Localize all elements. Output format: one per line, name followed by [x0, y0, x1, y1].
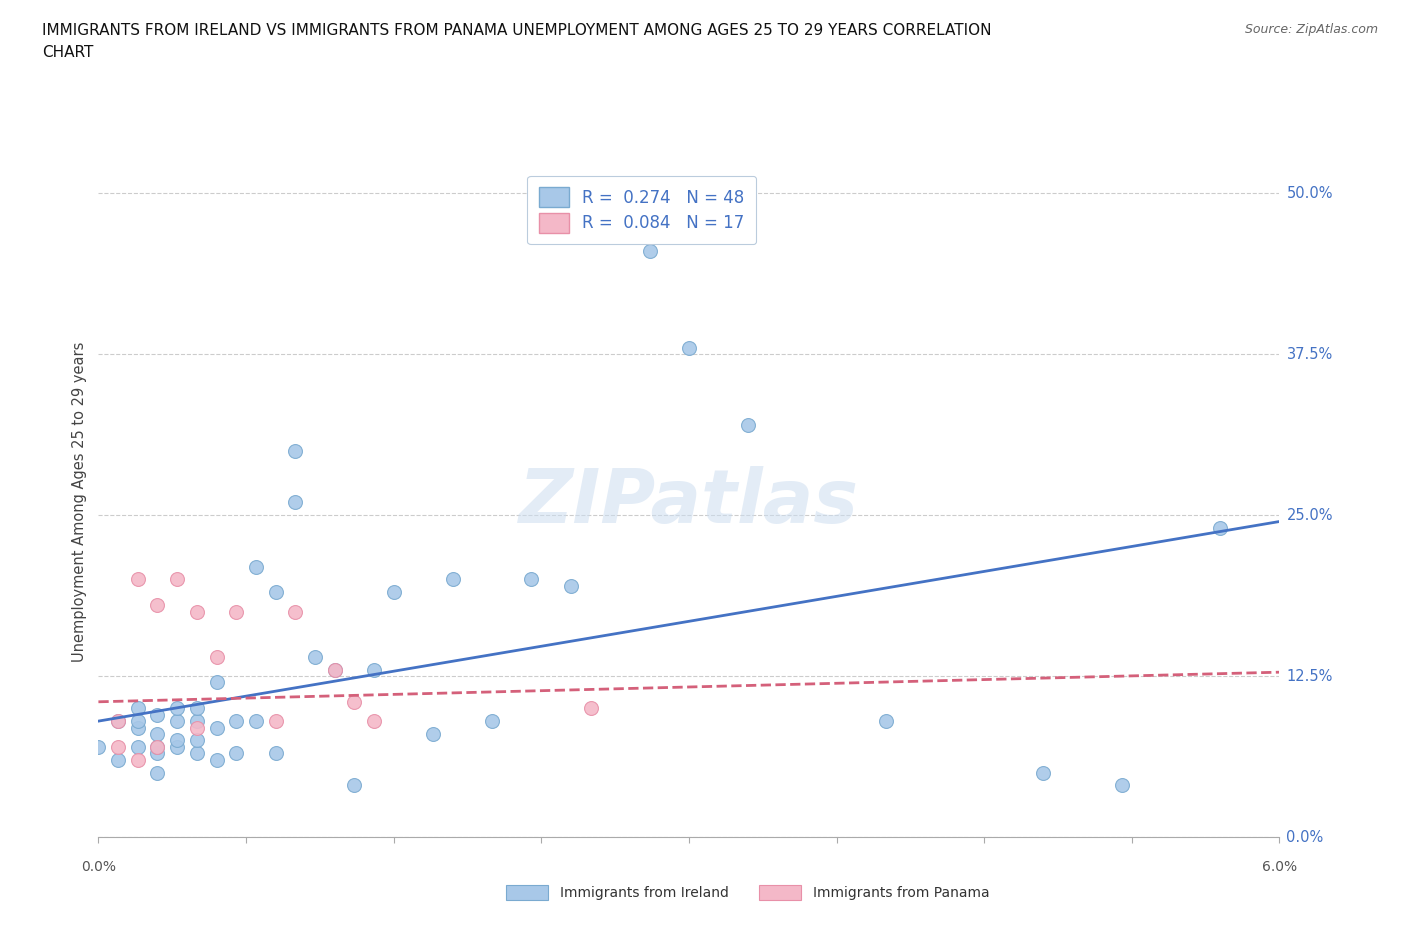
Point — [127, 572, 149, 587]
Point — [323, 662, 346, 677]
Point — [205, 720, 228, 735]
Legend: R =  0.274   N = 48, R =  0.084   N = 17: R = 0.274 N = 48, R = 0.084 N = 17 — [527, 176, 756, 245]
Point — [875, 713, 897, 728]
Point — [166, 572, 188, 587]
Point — [205, 675, 228, 690]
Point — [107, 713, 129, 728]
Point — [638, 244, 661, 259]
Point — [127, 739, 149, 754]
Point — [127, 701, 149, 716]
Point — [146, 739, 169, 754]
Point — [146, 765, 169, 780]
Point — [304, 649, 326, 664]
Point — [146, 739, 169, 754]
Point — [225, 713, 247, 728]
Point — [166, 733, 188, 748]
Point — [264, 746, 287, 761]
Y-axis label: Unemployment Among Ages 25 to 29 years: Unemployment Among Ages 25 to 29 years — [72, 342, 87, 662]
Point — [127, 720, 149, 735]
Point — [186, 701, 208, 716]
Point — [107, 752, 129, 767]
Text: CHART: CHART — [42, 45, 94, 60]
Text: 6.0%: 6.0% — [1263, 860, 1296, 874]
Text: Immigrants from Panama: Immigrants from Panama — [813, 885, 990, 900]
Point — [225, 746, 247, 761]
Point — [146, 746, 169, 761]
Text: Immigrants from Ireland: Immigrants from Ireland — [560, 885, 728, 900]
Point — [186, 720, 208, 735]
Point — [146, 726, 169, 741]
Point — [737, 418, 759, 432]
Point — [441, 572, 464, 587]
Text: 0.0%: 0.0% — [1286, 830, 1323, 844]
Point — [1111, 778, 1133, 793]
Point — [363, 662, 385, 677]
Point — [186, 746, 208, 761]
Point — [245, 713, 267, 728]
Point — [166, 701, 188, 716]
Point — [186, 604, 208, 619]
Point — [382, 585, 405, 600]
Point — [520, 572, 543, 587]
Point — [1032, 765, 1054, 780]
Text: 50.0%: 50.0% — [1286, 186, 1333, 201]
Point — [264, 713, 287, 728]
Point — [205, 649, 228, 664]
Point — [323, 662, 346, 677]
Point — [166, 713, 188, 728]
Point — [107, 739, 129, 754]
Point — [343, 695, 366, 710]
Point — [481, 713, 503, 728]
Text: 37.5%: 37.5% — [1286, 347, 1333, 362]
Text: 0.0%: 0.0% — [82, 860, 115, 874]
Point — [579, 701, 602, 716]
Point — [560, 578, 582, 593]
Text: IMMIGRANTS FROM IRELAND VS IMMIGRANTS FROM PANAMA UNEMPLOYMENT AMONG AGES 25 TO : IMMIGRANTS FROM IRELAND VS IMMIGRANTS FR… — [42, 23, 991, 38]
Point — [186, 733, 208, 748]
Point — [422, 726, 444, 741]
Point — [363, 713, 385, 728]
Point — [146, 707, 169, 722]
Point — [225, 604, 247, 619]
Point — [127, 752, 149, 767]
Text: 12.5%: 12.5% — [1286, 669, 1333, 684]
Point — [343, 778, 366, 793]
Point — [166, 739, 188, 754]
Point — [678, 340, 700, 355]
Point — [245, 559, 267, 574]
Point — [186, 713, 208, 728]
Text: Source: ZipAtlas.com: Source: ZipAtlas.com — [1244, 23, 1378, 36]
Point — [264, 585, 287, 600]
Point — [127, 713, 149, 728]
Point — [284, 604, 307, 619]
Point — [205, 752, 228, 767]
Point — [284, 444, 307, 458]
Text: ZIPatlas: ZIPatlas — [519, 466, 859, 538]
Text: 25.0%: 25.0% — [1286, 508, 1333, 523]
Point — [87, 739, 110, 754]
Point — [1209, 521, 1232, 536]
Point — [146, 598, 169, 613]
Point — [107, 713, 129, 728]
Point — [284, 495, 307, 510]
